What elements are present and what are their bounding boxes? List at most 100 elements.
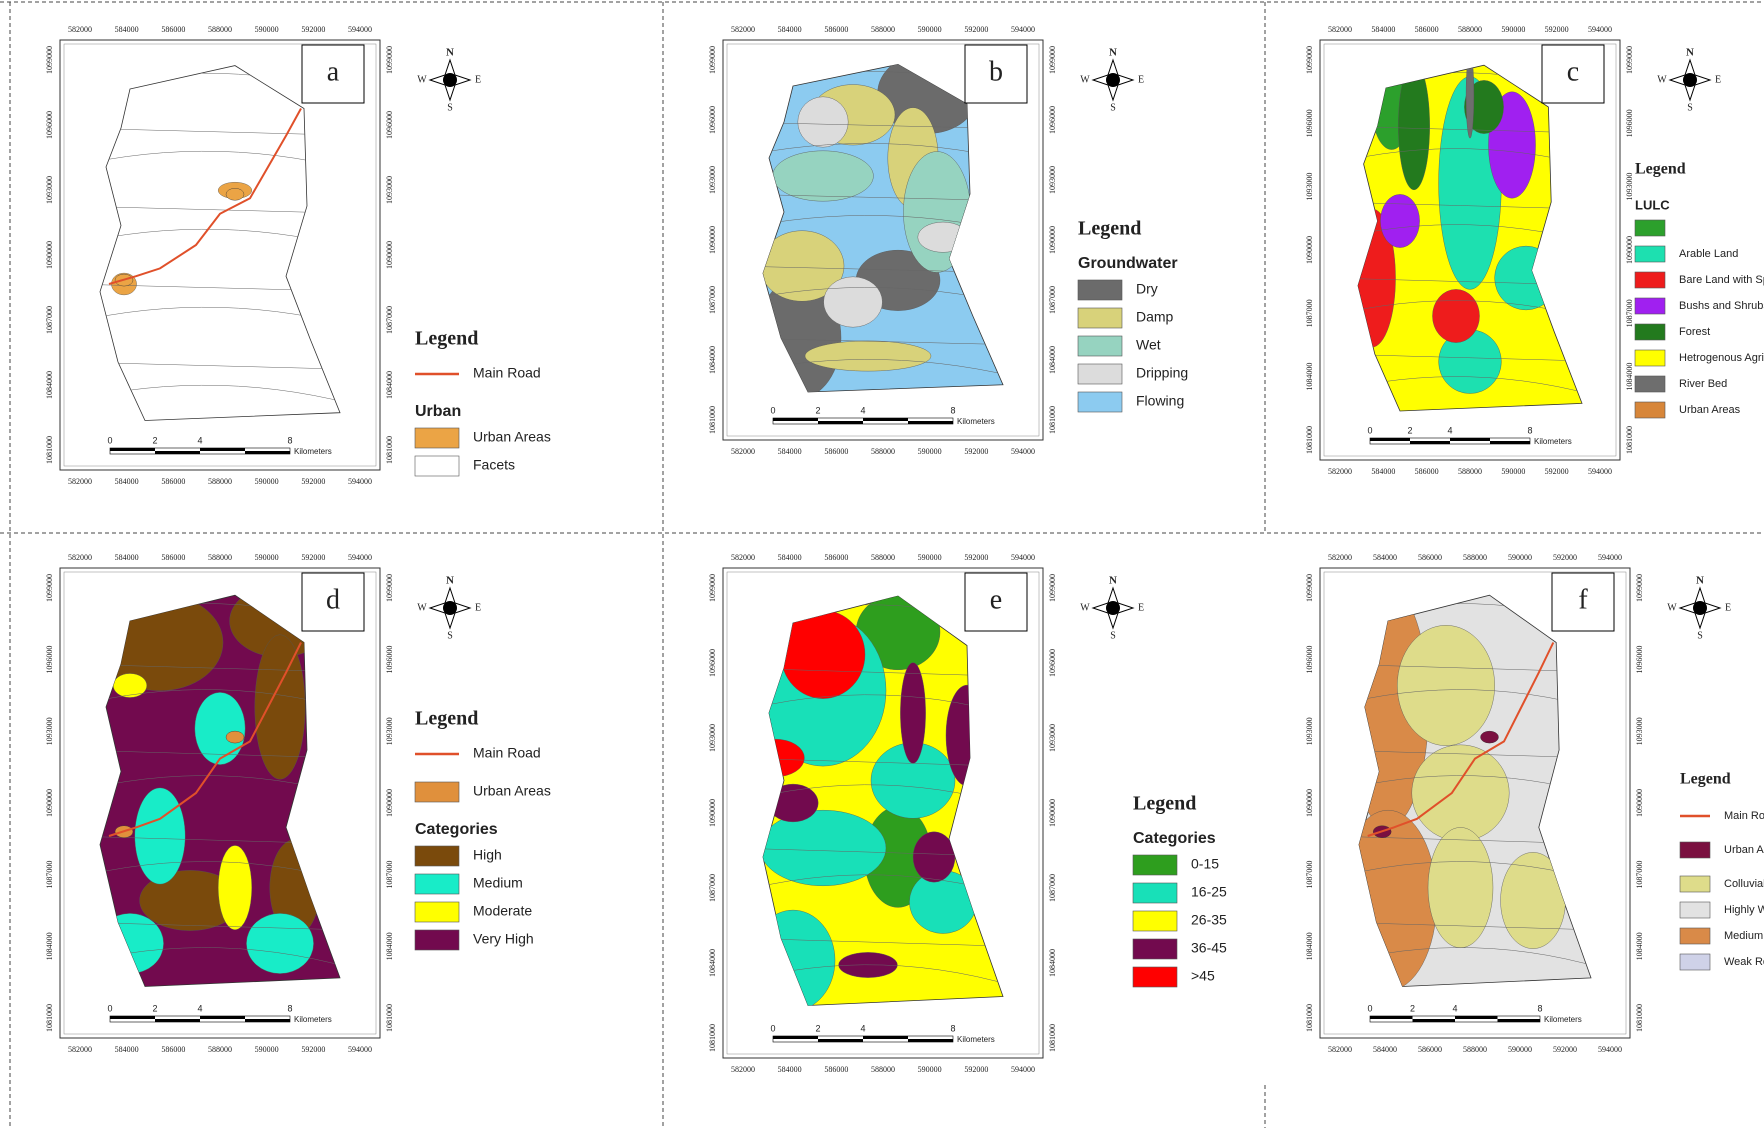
y-coordinate-label: 1093000 xyxy=(708,166,717,194)
scale-bar-segment xyxy=(110,448,155,451)
legend-label: Damp xyxy=(1136,309,1174,325)
scale-bar-segment xyxy=(1498,1019,1541,1022)
legend-swatch xyxy=(1133,939,1177,959)
scale-bar-unit: Kilometers xyxy=(294,1015,332,1024)
panel-letter: d xyxy=(326,584,340,615)
scale-bar-label: 2 xyxy=(152,1003,157,1013)
x-coordinate-label: 586000 xyxy=(1418,553,1442,562)
compass-n: N xyxy=(1109,47,1117,59)
x-coordinate-label: 594000 xyxy=(348,25,372,34)
legend-swatch xyxy=(1133,967,1177,987)
legend-title: Legend xyxy=(1680,771,1731,788)
legend-label: Forest xyxy=(1679,326,1710,338)
y-coordinate-label: 1087000 xyxy=(1625,299,1634,327)
legend-swatch xyxy=(1635,376,1665,392)
x-coordinate-label: 592000 xyxy=(1545,25,1569,34)
x-coordinate-label: 588000 xyxy=(208,477,232,486)
legend-swatch xyxy=(415,782,459,802)
y-coordinate-label: 1081000 xyxy=(385,436,394,464)
legend-swatch xyxy=(1078,280,1122,300)
x-coordinate-label: 594000 xyxy=(1588,467,1612,476)
y-coordinate-label: 1099000 xyxy=(385,574,394,602)
scale-bar-label: 0 xyxy=(1367,425,1372,435)
compass-w: W xyxy=(417,74,427,85)
scale-bar-segment xyxy=(200,448,245,451)
legend-swatch xyxy=(415,846,459,866)
x-coordinate-label: 592000 xyxy=(964,447,988,456)
legend-label: 0-15 xyxy=(1191,856,1219,872)
legend-swatch xyxy=(415,874,459,894)
y-coordinate-label: 1099000 xyxy=(1048,46,1057,74)
x-coordinate-label: 582000 xyxy=(1328,553,1352,562)
map-unit xyxy=(798,97,848,147)
scale-bar-segment xyxy=(245,451,290,454)
compass-s: S xyxy=(1697,630,1703,641)
legend-swatch xyxy=(415,902,459,922)
scale-bar-label: 8 xyxy=(950,405,955,415)
y-coordinate-label: 1087000 xyxy=(708,874,717,902)
scale-bar-segment xyxy=(1490,441,1530,444)
legend-label: Hetrogenous Agricultural Areas xyxy=(1679,352,1764,364)
legend-swatch xyxy=(1635,272,1665,288)
compass-e: E xyxy=(1715,74,1721,85)
scale-bar-label: 0 xyxy=(770,1023,775,1033)
legend-label: 16-25 xyxy=(1191,884,1227,900)
x-coordinate-label: 590000 xyxy=(255,477,279,486)
legend-label: High xyxy=(473,847,502,863)
scale-bar-segment xyxy=(1370,1016,1413,1019)
y-coordinate-label: 1087000 xyxy=(1048,286,1057,314)
y-coordinate-label: 1084000 xyxy=(1305,932,1314,960)
legend-label: Colluvial Material xyxy=(1724,878,1764,890)
y-coordinate-label: 1093000 xyxy=(708,724,717,752)
scale-bar-segment xyxy=(155,1019,200,1022)
x-coordinate-label: 582000 xyxy=(731,447,755,456)
scale-bar-segment xyxy=(818,1039,863,1042)
legend-swatch xyxy=(1635,324,1665,340)
y-coordinate-label: 1099000 xyxy=(385,46,394,74)
legend-group-title: Urban xyxy=(415,403,461,420)
compass-center xyxy=(443,601,457,615)
map-unit xyxy=(773,151,874,201)
x-coordinate-label: 588000 xyxy=(208,1045,232,1054)
legend-label: Dripping xyxy=(1136,365,1188,381)
y-coordinate-label: 1096000 xyxy=(1048,106,1057,134)
x-coordinate-label: 594000 xyxy=(1011,25,1035,34)
map-unit xyxy=(135,788,185,884)
scale-bar-label: 4 xyxy=(197,1003,202,1013)
compass-e: E xyxy=(1725,602,1731,613)
y-coordinate-label: 1090000 xyxy=(385,789,394,817)
compass-w: W xyxy=(417,602,427,613)
compass-w: W xyxy=(1657,74,1667,85)
y-coordinate-label: 1081000 xyxy=(1635,1004,1644,1032)
y-coordinate-label: 1081000 xyxy=(1305,1004,1314,1032)
y-coordinate-label: 1093000 xyxy=(385,176,394,204)
scale-bar-segment xyxy=(773,1036,818,1039)
x-coordinate-label: 594000 xyxy=(348,553,372,562)
x-coordinate-label: 588000 xyxy=(1458,467,1482,476)
y-coordinate-label: 1090000 xyxy=(1048,799,1057,827)
legend-group-title: Categories xyxy=(415,821,498,838)
legend-swatch xyxy=(1635,246,1665,262)
y-coordinate-label: 1096000 xyxy=(45,111,54,139)
legend-label: Urban Areas xyxy=(1679,404,1741,416)
scale-bar-label: 8 xyxy=(1537,1003,1542,1013)
scale-bar-segment xyxy=(1455,1016,1498,1019)
y-coordinate-label: 1081000 xyxy=(1048,1024,1057,1052)
x-coordinate-label: 592000 xyxy=(964,553,988,562)
x-coordinate-label: 586000 xyxy=(824,25,848,34)
map-unit xyxy=(900,663,925,764)
x-coordinate-label: 584000 xyxy=(778,25,802,34)
scale-bar-segment xyxy=(155,451,200,454)
scale-bar-segment xyxy=(863,1036,908,1039)
compass-n: N xyxy=(446,47,454,59)
x-coordinate-label: 584000 xyxy=(778,447,802,456)
legend-swatch xyxy=(415,428,459,448)
compass-s: S xyxy=(1687,102,1693,113)
legend-title: Legend xyxy=(415,328,478,350)
y-coordinate-label: 1084000 xyxy=(45,371,54,399)
y-coordinate-label: 1096000 xyxy=(708,649,717,677)
y-coordinate-label: 1093000 xyxy=(1625,173,1634,201)
scale-bar-label: 2 xyxy=(152,435,157,445)
urban-area xyxy=(1481,731,1499,743)
scale-bar-label: 2 xyxy=(815,405,820,415)
